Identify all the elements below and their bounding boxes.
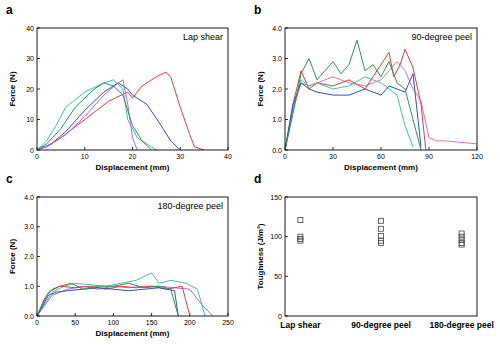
x-axis-label: Displacement (mm)	[96, 163, 170, 172]
x-tick-label: 30	[176, 153, 184, 160]
plot-frame	[285, 197, 477, 316]
x-tick-label: 20	[129, 153, 137, 160]
x-tick-label: 10	[81, 153, 89, 160]
y-tick	[285, 89, 288, 90]
point	[459, 231, 464, 236]
x-tick-label: 120	[471, 153, 483, 160]
panel: b 0.0 1.0 2.0 3.0 4.0 0 30 60 90 120 Displacement (…	[254, 3, 483, 172]
y-tick-label: 30	[26, 55, 34, 62]
y-axis-label: Force (N)	[256, 71, 265, 106]
category-label: 180-degree peel	[430, 320, 494, 330]
series-line	[37, 288, 178, 316]
x-tick-label: 40	[224, 153, 232, 160]
point	[379, 241, 384, 246]
series-line	[37, 273, 205, 316]
x-tick-label: 0	[283, 153, 287, 160]
point	[379, 226, 384, 231]
panel-title: 90-degree peel	[411, 32, 472, 42]
y-tick-label: 3.0	[24, 223, 34, 230]
point	[379, 218, 384, 223]
marks	[37, 72, 204, 150]
panel: d 0 50 100 150 Lap shear 90-degree peel 180-deg…	[254, 172, 494, 330]
y-tick-label: 50	[274, 273, 282, 280]
point	[298, 238, 303, 243]
panel-label: b	[254, 3, 261, 17]
y-tick-label: 20	[26, 86, 34, 93]
marks	[298, 218, 464, 248]
series-line	[37, 283, 178, 316]
y-tick-label: 2.0	[24, 253, 34, 260]
series-line	[37, 80, 137, 150]
x-tick-label: 0	[35, 319, 39, 326]
y-tick-label: 0.0	[24, 313, 34, 320]
x-tick-label: 200	[184, 319, 196, 326]
x-axis-label: Displacement (mm)	[344, 163, 418, 172]
panel: c 0.0 1.0 2.0 3.0 4.0 0 50 100 150 200 250 Displacem…	[6, 172, 234, 338]
y-tick-label: 10	[26, 116, 34, 123]
y-tick-label: 0.0	[272, 147, 282, 154]
category-label: 90-degree peel	[351, 320, 411, 330]
point	[459, 237, 464, 242]
y-tick-label: 4.0	[24, 194, 34, 201]
series-line	[37, 83, 152, 150]
panel: a 0 10 20 30 40 0 10 20 30 40 Displacement (mm) Forc…	[6, 3, 232, 172]
y-tick	[285, 236, 288, 237]
point	[379, 233, 384, 238]
plot-frame	[37, 28, 228, 150]
x-tick-label: 50	[71, 319, 79, 326]
y-axis-label: Force (N)	[8, 71, 17, 106]
category-label: Lap shear	[280, 320, 321, 330]
point	[298, 237, 303, 242]
point	[298, 218, 303, 223]
series-line	[37, 286, 213, 316]
series-line	[285, 62, 477, 150]
x-tick	[75, 313, 76, 316]
x-tick-label: 90	[425, 153, 433, 160]
point	[459, 242, 464, 247]
y-tick-label: 150	[270, 194, 282, 201]
plot-frame	[285, 28, 477, 150]
x-tick	[151, 313, 152, 316]
x-tick-label: 30	[329, 153, 337, 160]
y-tick-label: 100	[270, 233, 282, 240]
series-line	[37, 72, 204, 150]
y-tick-label: 40	[26, 25, 34, 32]
x-tick-label: 100	[108, 319, 120, 326]
background	[0, 0, 500, 345]
panel-title: 180-degree peel	[157, 201, 223, 211]
x-tick-label: 150	[146, 319, 158, 326]
y-axis-label: Force (N)	[8, 239, 17, 274]
marks	[285, 40, 477, 150]
y-axis-label: Toughness (J/m²)	[256, 223, 265, 289]
y-tick	[285, 58, 288, 59]
y-tick	[285, 276, 288, 277]
y-tick-label: 0	[30, 147, 34, 154]
x-tick-label: 60	[377, 153, 385, 160]
series-line	[37, 80, 156, 150]
y-tick	[285, 119, 288, 120]
y-tick-label: 1.0	[272, 116, 282, 123]
marks	[37, 273, 213, 316]
plot-frame	[37, 197, 228, 316]
y-tick-label: 1.0	[24, 283, 34, 290]
y-tick-label: 2.0	[272, 86, 282, 93]
panel-label: d	[254, 172, 261, 186]
panel-label: c	[6, 172, 13, 186]
y-tick-label: 3.0	[272, 55, 282, 62]
y-tick-label: 0	[278, 313, 282, 320]
point	[459, 241, 464, 246]
x-axis-label: Displacement (mm)	[96, 329, 170, 338]
series-line	[37, 286, 190, 316]
series-line	[285, 40, 421, 150]
point	[459, 234, 464, 239]
x-tick-label: 0	[35, 153, 39, 160]
x-tick	[113, 313, 114, 316]
panel-title: Lap shear	[183, 32, 223, 42]
figure: a 0 10 20 30 40 0 10 20 30 40 Displacement (mm) Forc…	[0, 0, 500, 345]
panel-label: a	[6, 3, 13, 17]
x-tick-label: 250	[222, 319, 234, 326]
series-line	[37, 83, 180, 150]
y-tick-label: 4.0	[272, 25, 282, 32]
